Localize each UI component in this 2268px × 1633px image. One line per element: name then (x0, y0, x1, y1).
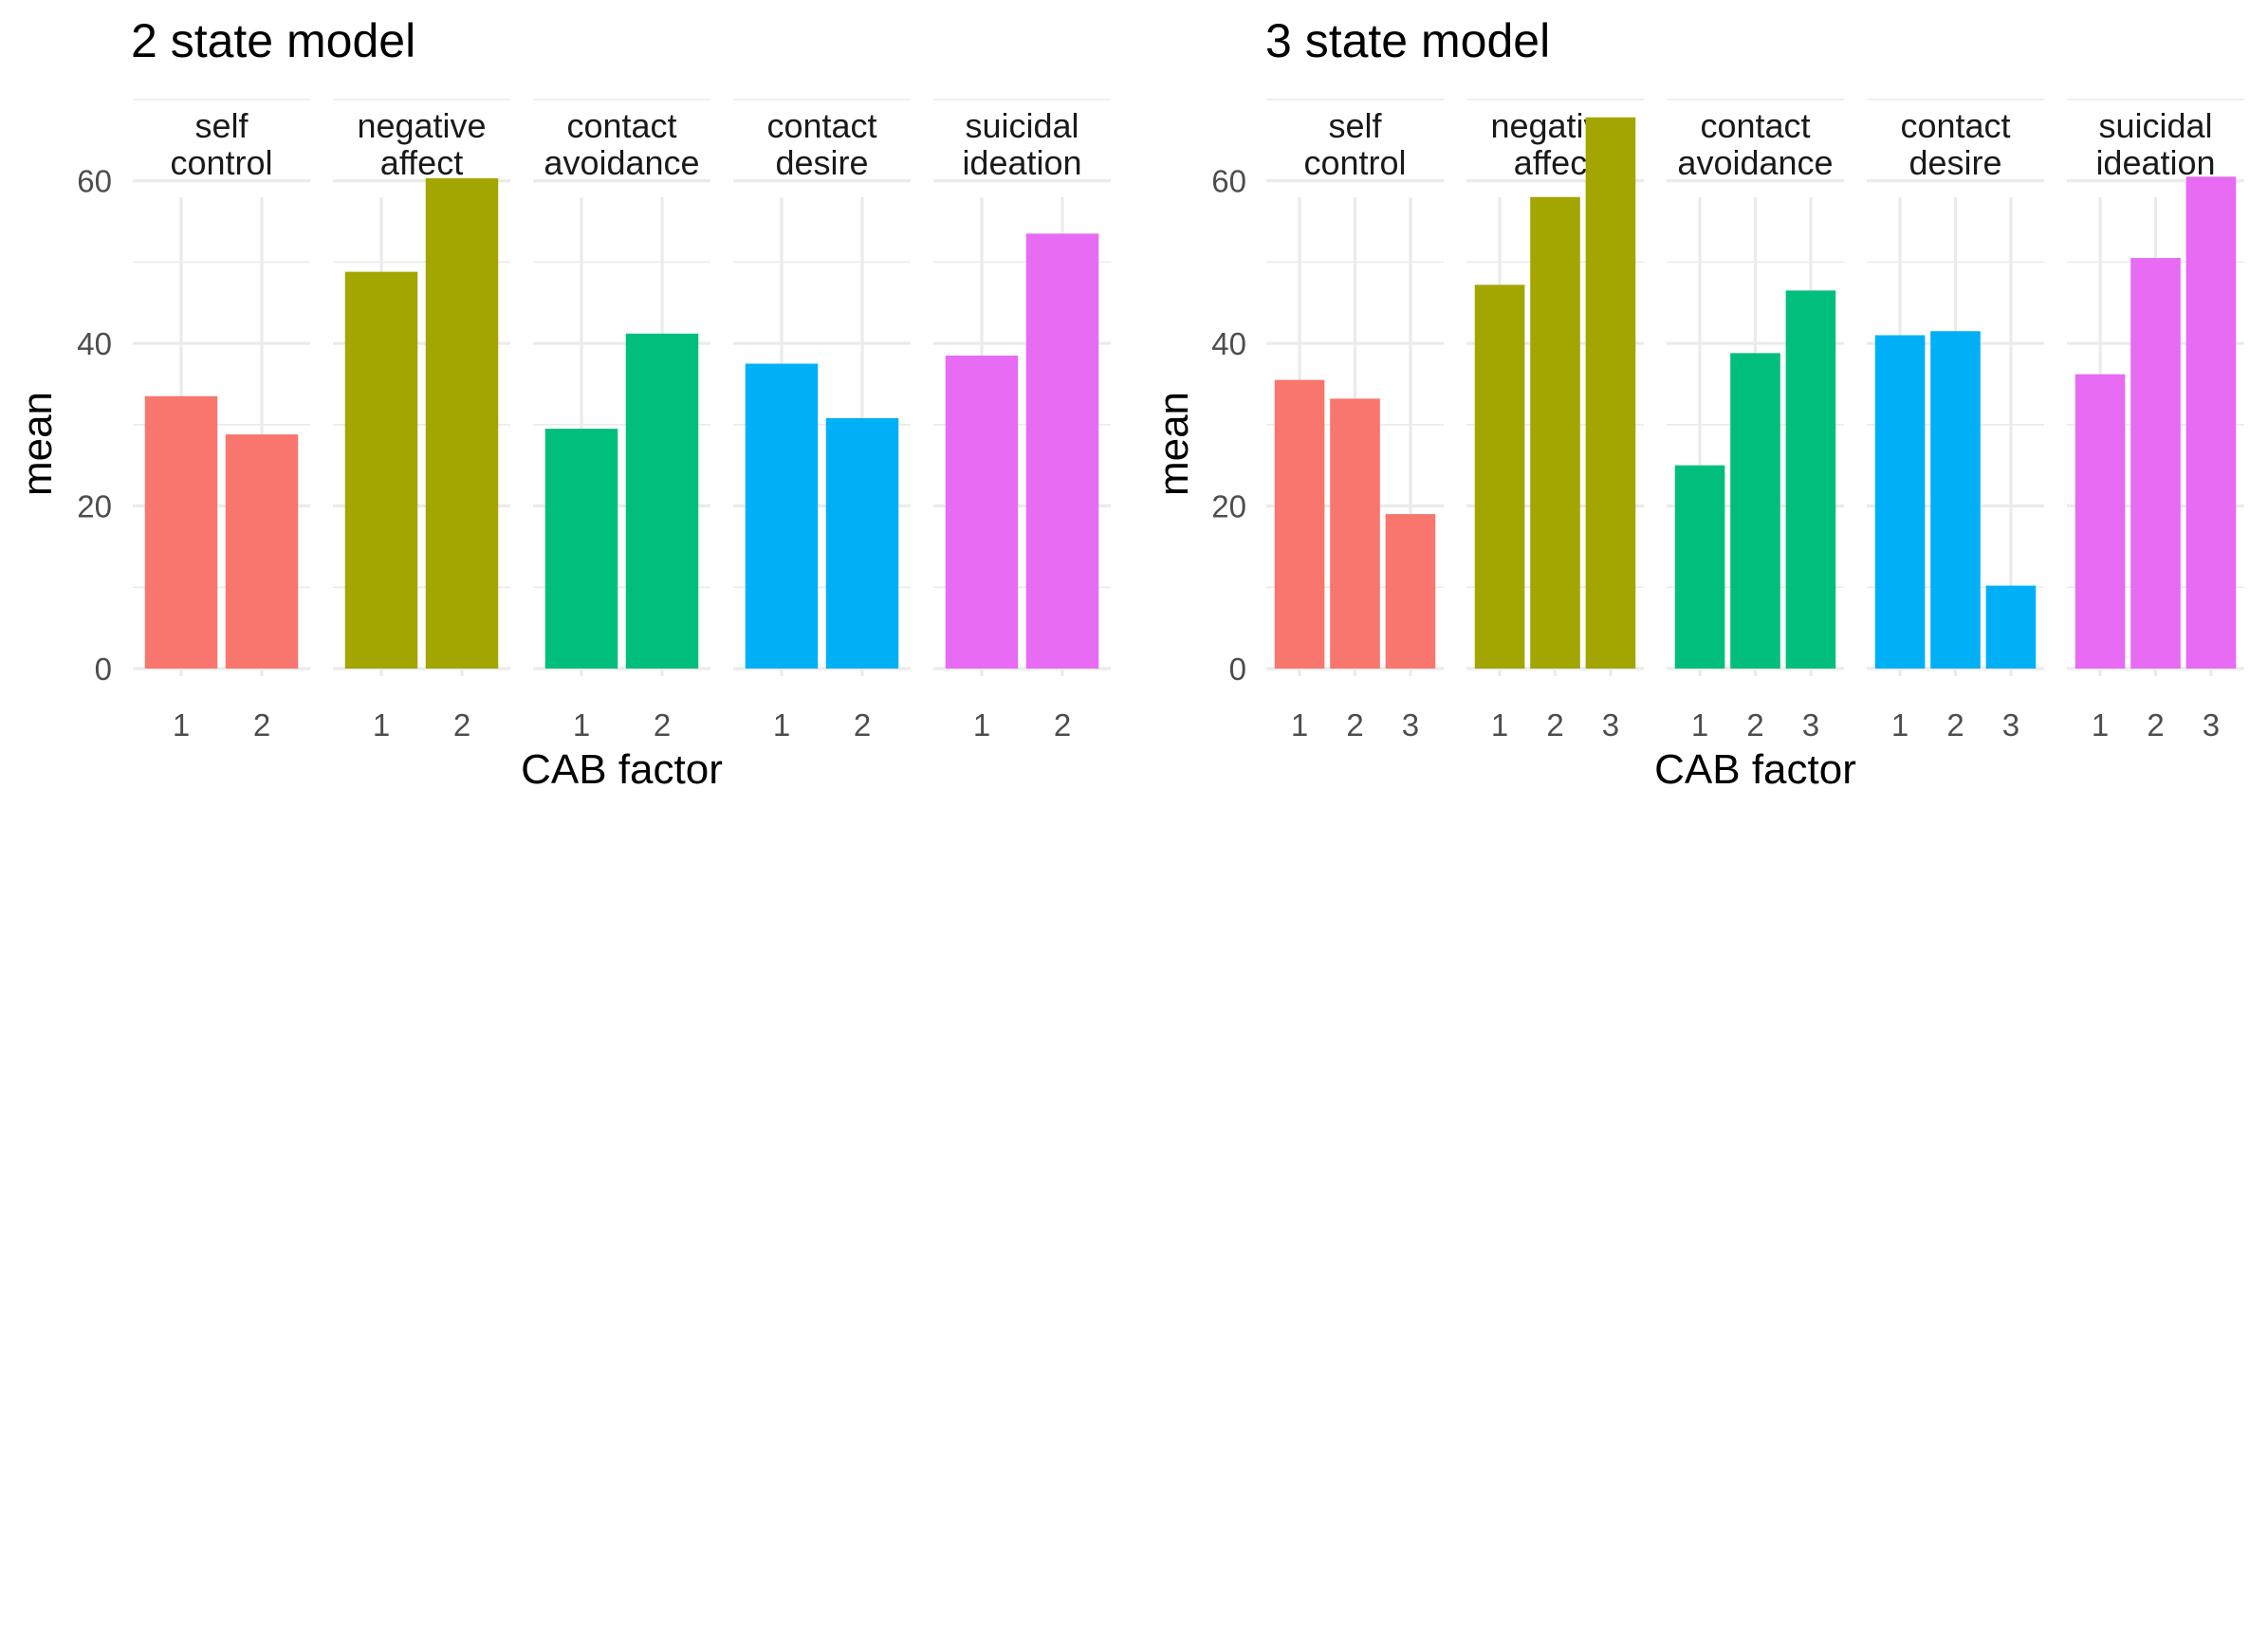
bar (745, 363, 819, 669)
bar (625, 333, 699, 669)
facet-strip-label: desire (775, 143, 868, 182)
chart-title: 3 state model (1265, 14, 1550, 67)
x-tick-label: 1 (573, 707, 590, 743)
facet-strip-label: avoidance (1677, 143, 1833, 182)
facet-strip-label: contact (566, 106, 676, 145)
facet-strip-label: suicidal (965, 106, 1079, 145)
bar (1585, 117, 1636, 669)
x-axis-label: CAB factor (1654, 746, 1856, 793)
x-tick-label: 2 (2147, 707, 2164, 743)
x-tick-label: 1 (1891, 707, 1908, 743)
x-tick-label: 1 (773, 707, 790, 743)
x-tick-label: 1 (2092, 707, 2109, 743)
bar (2185, 176, 2237, 669)
facet-strip-label: self (194, 106, 249, 145)
facet-strip-label: suicidal (2098, 106, 2212, 145)
x-tick-label: 3 (1602, 707, 1619, 743)
x-tick-label: 1 (1491, 707, 1508, 743)
x-tick-label: 3 (2203, 707, 2220, 743)
facet-strip-label: self (1328, 106, 1382, 145)
bar (2074, 374, 2126, 669)
bar (945, 355, 1019, 669)
bar (1674, 465, 1725, 669)
bar (1530, 196, 1580, 669)
bar (1874, 335, 1926, 669)
y-tick-label: 40 (1211, 326, 1246, 361)
facet-strip-label: contact (1900, 106, 2010, 145)
x-tick-label: 2 (1946, 707, 1964, 743)
bar (144, 395, 218, 669)
x-tick-label: 1 (1691, 707, 1708, 743)
bar (544, 429, 618, 669)
x-tick-label: 1 (973, 707, 990, 743)
bar (825, 417, 899, 669)
y-tick-label: 40 (77, 326, 112, 361)
x-tick-label: 1 (173, 707, 190, 743)
y-axis-label: mean (14, 392, 61, 496)
y-tick-label: 20 (1211, 489, 1246, 524)
bar (225, 434, 299, 669)
bar (2130, 258, 2181, 669)
x-tick-label: 3 (2002, 707, 2019, 743)
bar (425, 178, 499, 669)
facet-strip-label: affect (380, 143, 463, 182)
x-axis-label: CAB factor (521, 746, 723, 793)
x-tick-label: 2 (453, 707, 470, 743)
x-tick-label: 2 (1546, 707, 1563, 743)
x-tick-label: 2 (854, 707, 871, 743)
facet-strip-label: avoidance (544, 143, 699, 182)
facet-strip-label: contact (1700, 106, 1810, 145)
bar (1985, 585, 2037, 669)
bar (1474, 284, 1525, 669)
facet-strip-label: ideation (962, 143, 1081, 182)
y-tick-label: 60 (1211, 164, 1246, 199)
x-tick-label: 2 (654, 707, 671, 743)
bar (1930, 331, 1981, 669)
bar (1025, 233, 1099, 669)
bar (1785, 290, 1836, 669)
facet-strip-label: ideation (2095, 143, 2215, 182)
facet-strip-label: desire (1908, 143, 2001, 182)
bar (344, 271, 418, 669)
x-tick-label: 3 (1802, 707, 1819, 743)
x-tick-label: 2 (253, 707, 270, 743)
chart-title: 2 state model (131, 14, 415, 67)
y-tick-label: 0 (95, 651, 112, 687)
facet-strip-label: negative (357, 106, 486, 145)
x-tick-label: 1 (373, 707, 390, 743)
x-tick-label: 1 (1291, 707, 1308, 743)
bar (1385, 514, 1436, 669)
bar (1274, 379, 1325, 669)
y-tick-label: 20 (77, 489, 112, 524)
x-tick-label: 2 (1746, 707, 1763, 743)
y-tick-label: 0 (1229, 651, 1246, 687)
y-axis-label: mean (1151, 392, 1197, 496)
facet-strip-label: control (1303, 143, 1406, 182)
x-tick-label: 3 (1402, 707, 1419, 743)
bar (1330, 398, 1380, 669)
y-tick-label: 60 (77, 164, 112, 199)
facet-strip-label: control (170, 143, 272, 182)
bar (1730, 353, 1780, 669)
facet-strip-label: affect (1514, 143, 1596, 182)
x-tick-label: 2 (1054, 707, 1071, 743)
x-tick-label: 2 (1346, 707, 1363, 743)
facet-strip-label: contact (766, 106, 876, 145)
